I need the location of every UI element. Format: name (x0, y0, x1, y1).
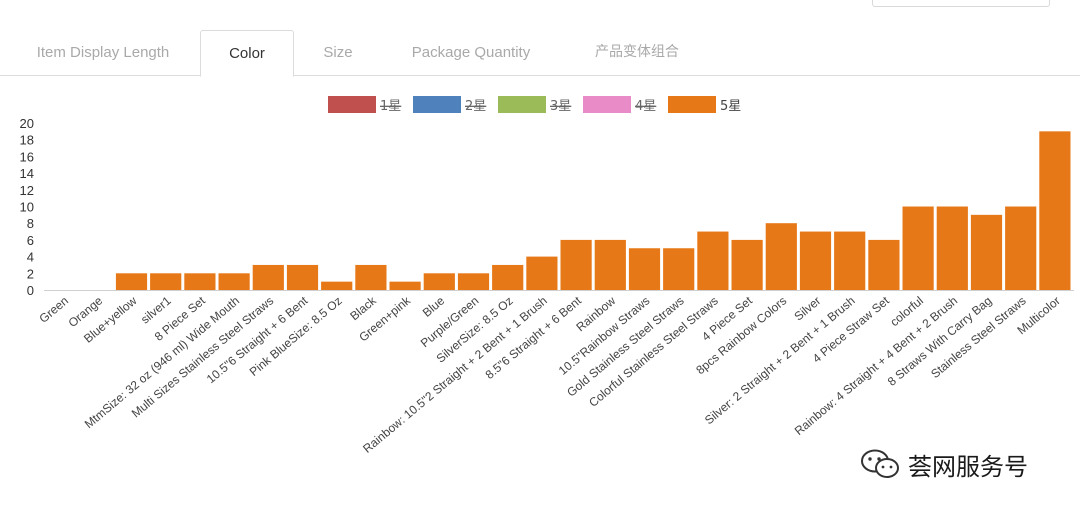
tab-color[interactable]: Color (200, 30, 294, 77)
bar-23 (799, 231, 832, 290)
wechat-icon (861, 449, 899, 478)
y-tick-label: 2 (27, 266, 34, 281)
bar-25 (868, 239, 900, 290)
bar-20 (697, 231, 729, 290)
bar-8 (286, 264, 319, 290)
bar-16 (560, 239, 592, 290)
tab-item-display-length[interactable]: Item Display Length (36, 44, 170, 61)
legend-label-4: 4星 (635, 99, 656, 114)
y-tick-label: 10 (20, 200, 34, 215)
bar-14 (492, 264, 524, 290)
y-tick-label: 14 (20, 166, 34, 181)
y-tick-label: 12 (20, 183, 34, 198)
bar-26 (902, 206, 934, 290)
bar-30 (1039, 131, 1071, 290)
y-tick-label: 16 (20, 149, 34, 164)
y-tick-label: 18 (20, 133, 34, 148)
watermark-text: 荟网服务号 (908, 452, 1028, 481)
bar-18 (628, 248, 661, 290)
legend-label-2: 2星 (465, 99, 486, 114)
y-tick-label: 20 (20, 116, 34, 131)
bar-3 (115, 273, 148, 290)
bar-4 (150, 273, 182, 290)
bar-29 (1005, 206, 1037, 290)
bar-9 (321, 281, 353, 290)
tab-package-quantity[interactable]: Package Quantity (411, 44, 531, 61)
bar-5 (184, 273, 216, 290)
y-tick-label: 8 (27, 216, 34, 231)
bar-6 (218, 273, 250, 290)
legend-swatch-2 (413, 96, 461, 113)
y-tick-label: 6 (27, 233, 34, 248)
watermark: 荟网服务号 (860, 446, 1028, 482)
bar-21 (731, 239, 763, 290)
bar-13 (457, 273, 490, 290)
bar-7 (252, 264, 284, 290)
legend-swatch-3 (498, 96, 546, 113)
bar-22 (765, 223, 797, 290)
bar-19 (663, 248, 695, 290)
legend-label-5: 5星 (720, 99, 741, 114)
bar-27 (936, 206, 968, 290)
bar-12 (423, 273, 455, 290)
y-tick-label: 0 (27, 283, 34, 298)
legend-label-3: 3星 (550, 99, 571, 114)
bar-10 (355, 264, 387, 290)
bar-11 (389, 281, 421, 290)
x-tick-label-12: Blue (420, 293, 448, 319)
y-tick-label: 4 (27, 250, 34, 265)
legend-swatch-1 (328, 96, 376, 113)
legend-swatch-5 (668, 96, 716, 113)
bar-28 (970, 214, 1003, 290)
bar-17 (594, 239, 626, 290)
rating-bar-chart: 1星 2星 3星 4星 5星02468101214161820GreenOrangeBl… (20, 96, 1074, 456)
top-select-box[interactable] (872, 0, 1050, 7)
tab-size[interactable]: Size (323, 44, 353, 61)
legend-swatch-4 (583, 96, 631, 113)
bar-15 (526, 256, 558, 290)
tab-bar: Item Display Length Color Size Package Q… (0, 30, 1080, 77)
legend-label-1: 1星 (380, 99, 401, 114)
bar-24 (834, 231, 866, 290)
tab-product-variation[interactable]: 产品变体组合 (595, 44, 679, 60)
